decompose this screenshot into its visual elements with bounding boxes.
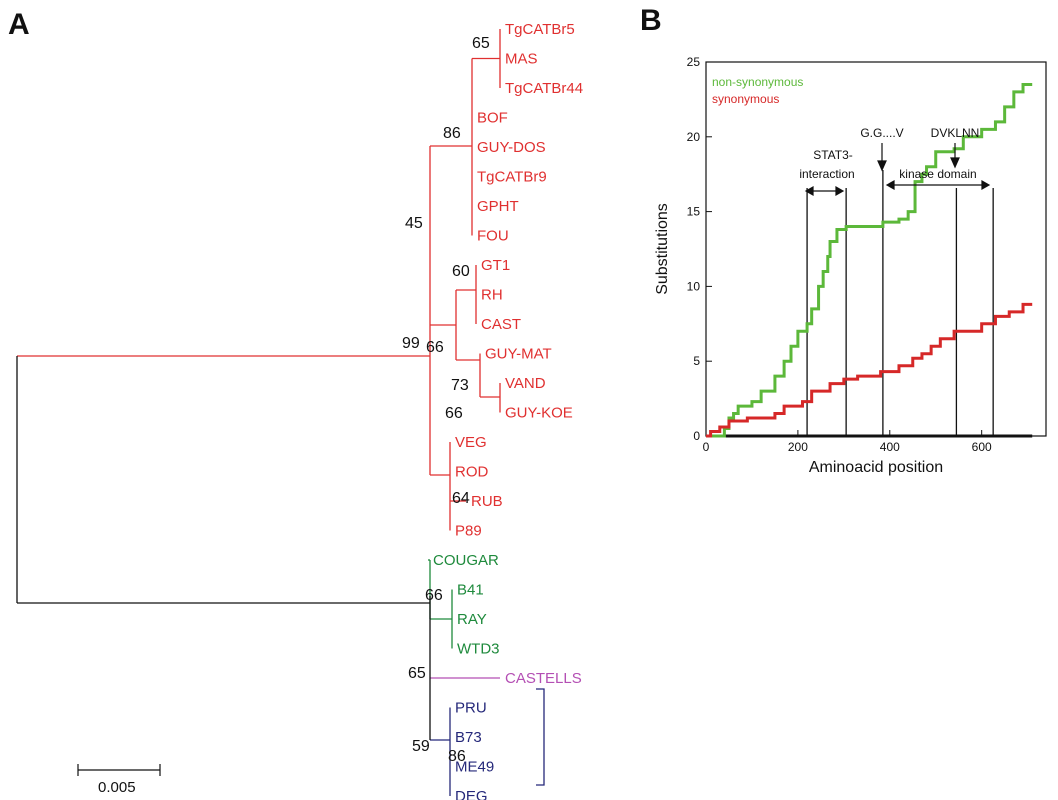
- tree-leaf-label: CAST: [481, 316, 521, 333]
- legend-non-synonymous: non-synonymous: [712, 75, 803, 89]
- tree-leaf-label: PRU: [455, 700, 487, 717]
- tree-leaf-label: B41: [457, 582, 484, 599]
- tree-leaf-label: COUGAR: [433, 552, 499, 569]
- panel-label-a: A: [8, 8, 30, 41]
- ggv-arrow-head: [877, 160, 887, 172]
- bootstrap-value: 66: [445, 405, 463, 422]
- tree-leaf-label: WTD3: [457, 641, 500, 658]
- phylogenetic-tree: [16, 29, 545, 796]
- stat3-arrow-right: [835, 185, 845, 197]
- bootstrap-value: 73: [451, 377, 469, 394]
- tree-leaf-label: P89: [455, 523, 482, 540]
- annot-dvklnn: DVKLNN: [931, 126, 980, 140]
- tree-leaf-label: TgCATBr44: [505, 80, 583, 97]
- bootstrap-value: 86: [448, 748, 466, 765]
- y-axis-title: Substitutions: [654, 203, 671, 295]
- tree-leaf-label: CASTELLS: [505, 670, 582, 687]
- y-tick-label: 20: [687, 130, 701, 144]
- tree-leaf-label: DEG: [455, 788, 488, 800]
- x-tick-label: 200: [788, 440, 808, 454]
- bootstrap-value: 66: [426, 339, 444, 356]
- series-non-synonymous: [706, 82, 1033, 438]
- bootstrap-value: 45: [405, 215, 423, 232]
- bootstrap-value: 65: [408, 665, 426, 682]
- series-lines: [706, 82, 1033, 438]
- x-tick-label: 600: [972, 440, 992, 454]
- scale-bar: 0.005: [77, 764, 161, 796]
- axis-ticks: 0 200 400 600 0 5 10 15 20 25: [687, 55, 1033, 454]
- bootstrap-value: 66: [425, 587, 443, 604]
- tree-leaf-label: GUY-KOE: [505, 405, 573, 422]
- y-tick-label: 5: [693, 354, 700, 368]
- kinase-arrow-right: [981, 179, 991, 191]
- tree-leaf-label: GUY-DOS: [477, 139, 546, 156]
- panel-label-b: B: [640, 4, 662, 37]
- tree-leaf-label: BOF: [477, 110, 508, 127]
- scale-bar-label: 0.005: [98, 779, 136, 796]
- legend-synonymous: synonymous: [712, 92, 779, 106]
- tree-leaf-label: RH: [481, 287, 503, 304]
- tree-leaf-label: ROD: [455, 464, 489, 481]
- bootstrap-value: 65: [472, 35, 490, 52]
- tree-leaf-label: ME49: [455, 759, 494, 776]
- tree-leaf-label: GPHT: [477, 198, 519, 215]
- plot-frame: [705, 61, 1047, 437]
- series-synonymous: [706, 302, 1033, 438]
- tree-leaf-label: MAS: [505, 51, 538, 68]
- domain-lines: [806, 170, 994, 436]
- annot-stat3-1: STAT3-: [813, 148, 853, 162]
- bootstrap-value: 60: [452, 263, 470, 280]
- kinase-arrow-left: [885, 179, 895, 191]
- x-tick-label: 0: [703, 440, 710, 454]
- tree-leaf-label: FOU: [477, 228, 509, 245]
- tree-leaf-label: RAY: [457, 611, 487, 628]
- bootstrap-values: 65 86 45 60 99 66 73 66 64 66 65 59 86: [402, 35, 490, 765]
- bootstrap-value: 64: [452, 490, 470, 507]
- stat3-arrow-left: [804, 185, 814, 197]
- tree-leaf-labels: TgCATBr5 MAS TgCATBr44 BOF GUY-DOS TgCATBr9 GP…: [433, 21, 583, 800]
- clade-bracket: [536, 688, 545, 786]
- bootstrap-value: 99: [402, 335, 420, 352]
- tree-leaf-label: GT1: [481, 257, 510, 274]
- annot-kinase: kinase domain: [899, 167, 976, 181]
- y-tick-label: 15: [687, 205, 701, 219]
- bootstrap-value: 59: [412, 738, 430, 755]
- y-tick-label: 10: [687, 279, 701, 293]
- tree-leaf-label: VEG: [455, 434, 487, 451]
- tree-leaf-label: RUB: [471, 493, 503, 510]
- tree-leaf-label: B73: [455, 729, 482, 746]
- tree-leaf-label: TgCATBr5: [505, 21, 575, 38]
- y-tick-label: 25: [687, 55, 701, 69]
- annotations: STAT3- interaction G.G....V DVKLNN kinas…: [799, 126, 991, 197]
- x-tick-label: 400: [880, 440, 900, 454]
- annot-stat3-2: interaction: [799, 167, 854, 181]
- tree-leaf-label: GUY-MAT: [485, 346, 552, 363]
- bootstrap-value: 86: [443, 125, 461, 142]
- tree-leaf-label: TgCATBr9: [477, 169, 547, 186]
- annot-ggv: G.G....V: [860, 126, 903, 140]
- dvklnn-arrow-head: [950, 157, 960, 169]
- x-axis-title: Aminoacid position: [809, 459, 943, 476]
- tree-leaf-label: VAND: [505, 375, 546, 392]
- y-tick-label: 0: [693, 429, 700, 443]
